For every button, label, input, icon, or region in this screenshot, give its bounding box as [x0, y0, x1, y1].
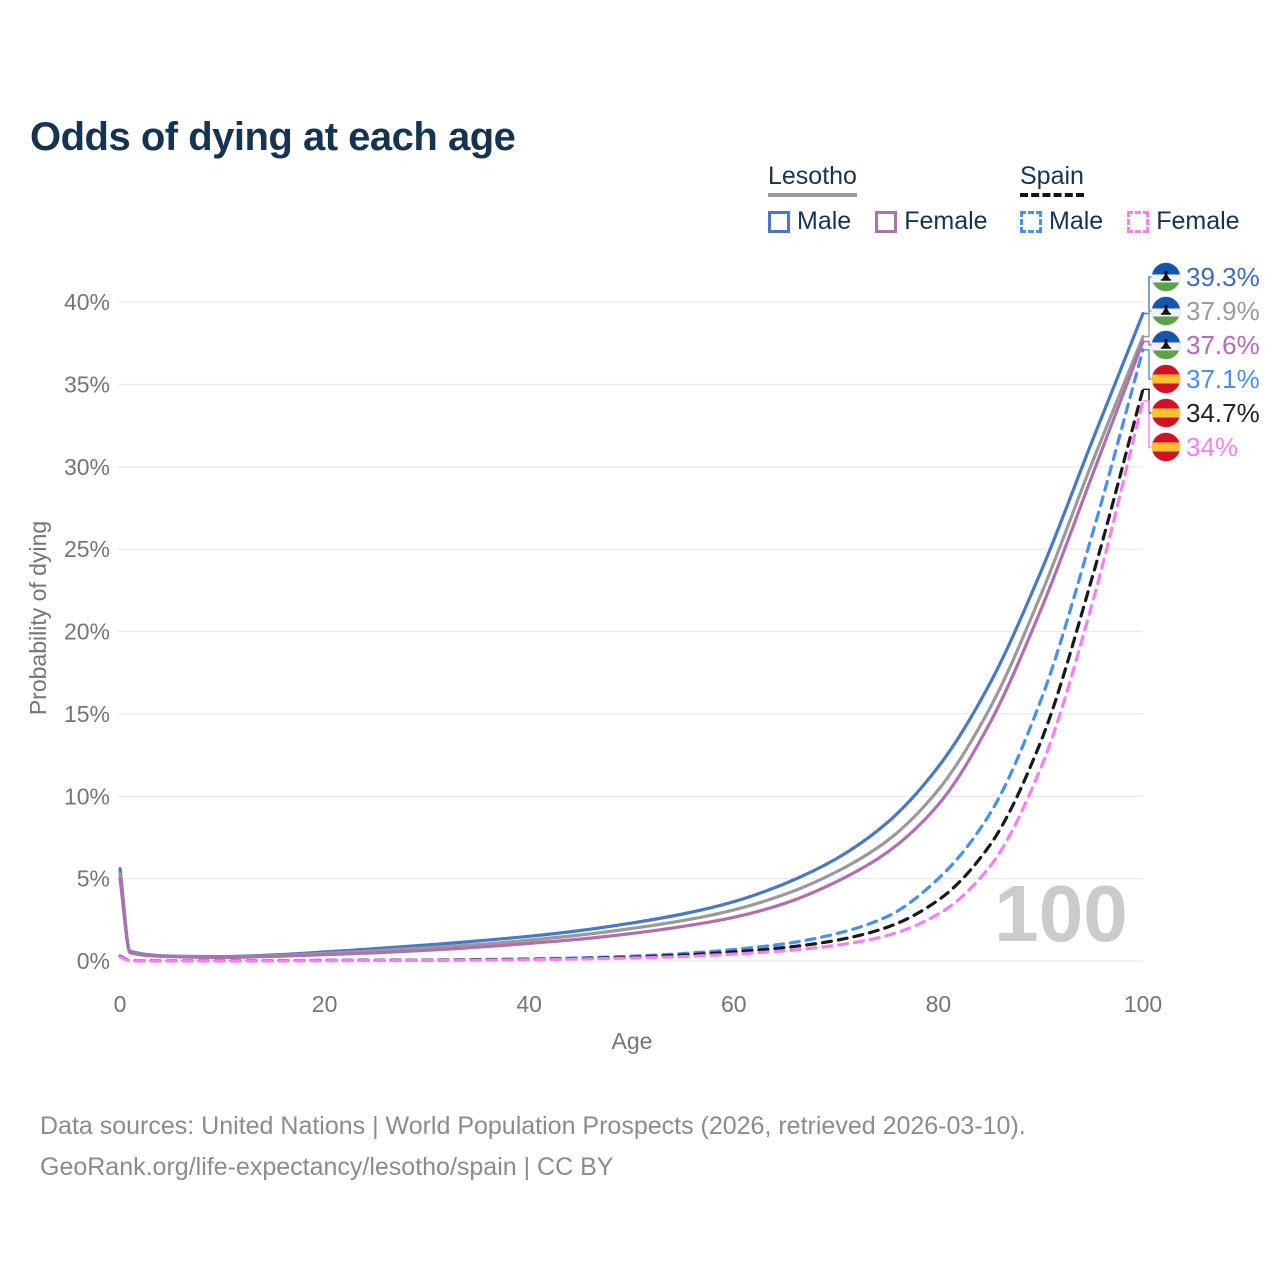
- legend-swatch-icon: [875, 210, 898, 233]
- end-label-leader: [1143, 276, 1152, 315]
- legend-item-label: Female: [1156, 207, 1240, 235]
- legend-swatch-icon: [1020, 210, 1042, 233]
- flag-icon-lesotho: [1151, 296, 1181, 326]
- end-value-label-lesotho-male: 39.3%: [1186, 262, 1260, 292]
- legend-group-spain: Spain Male Female: [1020, 162, 1240, 236]
- footer-data-sources: Data sources: United Nations | World Pop…: [40, 1112, 1026, 1140]
- x-tick-label: 100: [1124, 991, 1162, 1017]
- y-tick-label: 35%: [64, 371, 110, 397]
- legend-swatch-icon: [768, 210, 790, 233]
- end-value-label-spain-female: 34%: [1186, 432, 1238, 462]
- flag-icon-border: [1151, 398, 1181, 428]
- legend-item-label: Male: [1049, 207, 1104, 235]
- x-axis-title: Age: [612, 1028, 653, 1054]
- end-value-label-spain-both-sexes: 34.7%: [1186, 398, 1260, 428]
- series-line-spain-male[interactable]: [118, 348, 1145, 963]
- page-title: Odds of dying at each age: [30, 114, 516, 159]
- series-line-lesotho-female[interactable]: [118, 339, 1145, 960]
- legend-country-spain: Spain: [1020, 162, 1084, 197]
- flag-icon-lesotho: [1151, 262, 1181, 292]
- legend-item-lesotho-female[interactable]: Female: [875, 207, 988, 236]
- legend-country-lesotho: Lesotho: [768, 162, 857, 197]
- end-label-leader: [1143, 310, 1152, 338]
- footer-attribution: GeoRank.org/life-expectancy/lesotho/spai…: [40, 1153, 614, 1181]
- footer: Data sources: United Nations | World Pop…: [40, 1106, 1026, 1188]
- y-tick-label: 40%: [64, 289, 110, 315]
- y-tick-label: 25%: [64, 536, 110, 562]
- flag-icon-border: [1151, 262, 1181, 292]
- series-line-spain-female[interactable]: [118, 399, 1145, 963]
- flag-icon-border: [1151, 364, 1181, 394]
- flag-icon-border: [1151, 330, 1181, 360]
- end-value-label-lesotho-both-sexes: 37.9%: [1186, 296, 1260, 326]
- end-value-label-lesotho-female: 37.6%: [1186, 330, 1260, 360]
- legend-item-label: Female: [904, 207, 988, 235]
- legend-item-lesotho-male[interactable]: Male: [768, 207, 851, 236]
- y-tick-label: 15%: [64, 701, 110, 727]
- flag-icon-border: [1151, 432, 1181, 462]
- end-value-label-spain-male: 37.1%: [1186, 364, 1260, 394]
- age-annotation: 100: [994, 869, 1127, 958]
- x-tick-label: 40: [516, 991, 542, 1017]
- legend-swatch-icon: [1127, 210, 1150, 233]
- flag-icon-spain: [1151, 364, 1181, 394]
- series-line-lesotho-male[interactable]: [118, 311, 1145, 959]
- end-label-leader: [1143, 340, 1152, 346]
- y-tick-label: 20%: [64, 619, 110, 645]
- y-tick-label: 5%: [77, 866, 110, 892]
- flag-icon-border: [1151, 296, 1181, 326]
- series-line-spain-both-sexes[interactable]: [118, 387, 1145, 963]
- end-label-leader: [1143, 400, 1152, 448]
- y-tick-label: 30%: [64, 454, 110, 480]
- legend-item-spain-male[interactable]: Male: [1020, 207, 1103, 236]
- y-tick-label: 0%: [77, 948, 110, 974]
- legend-group-lesotho: Lesotho Male Female: [768, 162, 988, 236]
- legend-item-spain-female[interactable]: Female: [1127, 207, 1240, 236]
- flag-icon-spain: [1151, 398, 1181, 428]
- series-line-lesotho-both-sexes[interactable]: [118, 335, 1145, 959]
- x-tick-label: 20: [312, 991, 338, 1017]
- x-tick-label: 0: [114, 991, 127, 1017]
- y-axis-title: Probability of dying: [25, 521, 51, 715]
- x-tick-label: 60: [721, 991, 747, 1017]
- flag-icon-lesotho: [1151, 330, 1181, 360]
- y-tick-label: 10%: [64, 783, 110, 809]
- end-label-leader: [1143, 349, 1152, 380]
- x-tick-label: 80: [926, 991, 952, 1017]
- legend-item-label: Male: [797, 207, 852, 235]
- flag-icon-spain: [1151, 432, 1181, 462]
